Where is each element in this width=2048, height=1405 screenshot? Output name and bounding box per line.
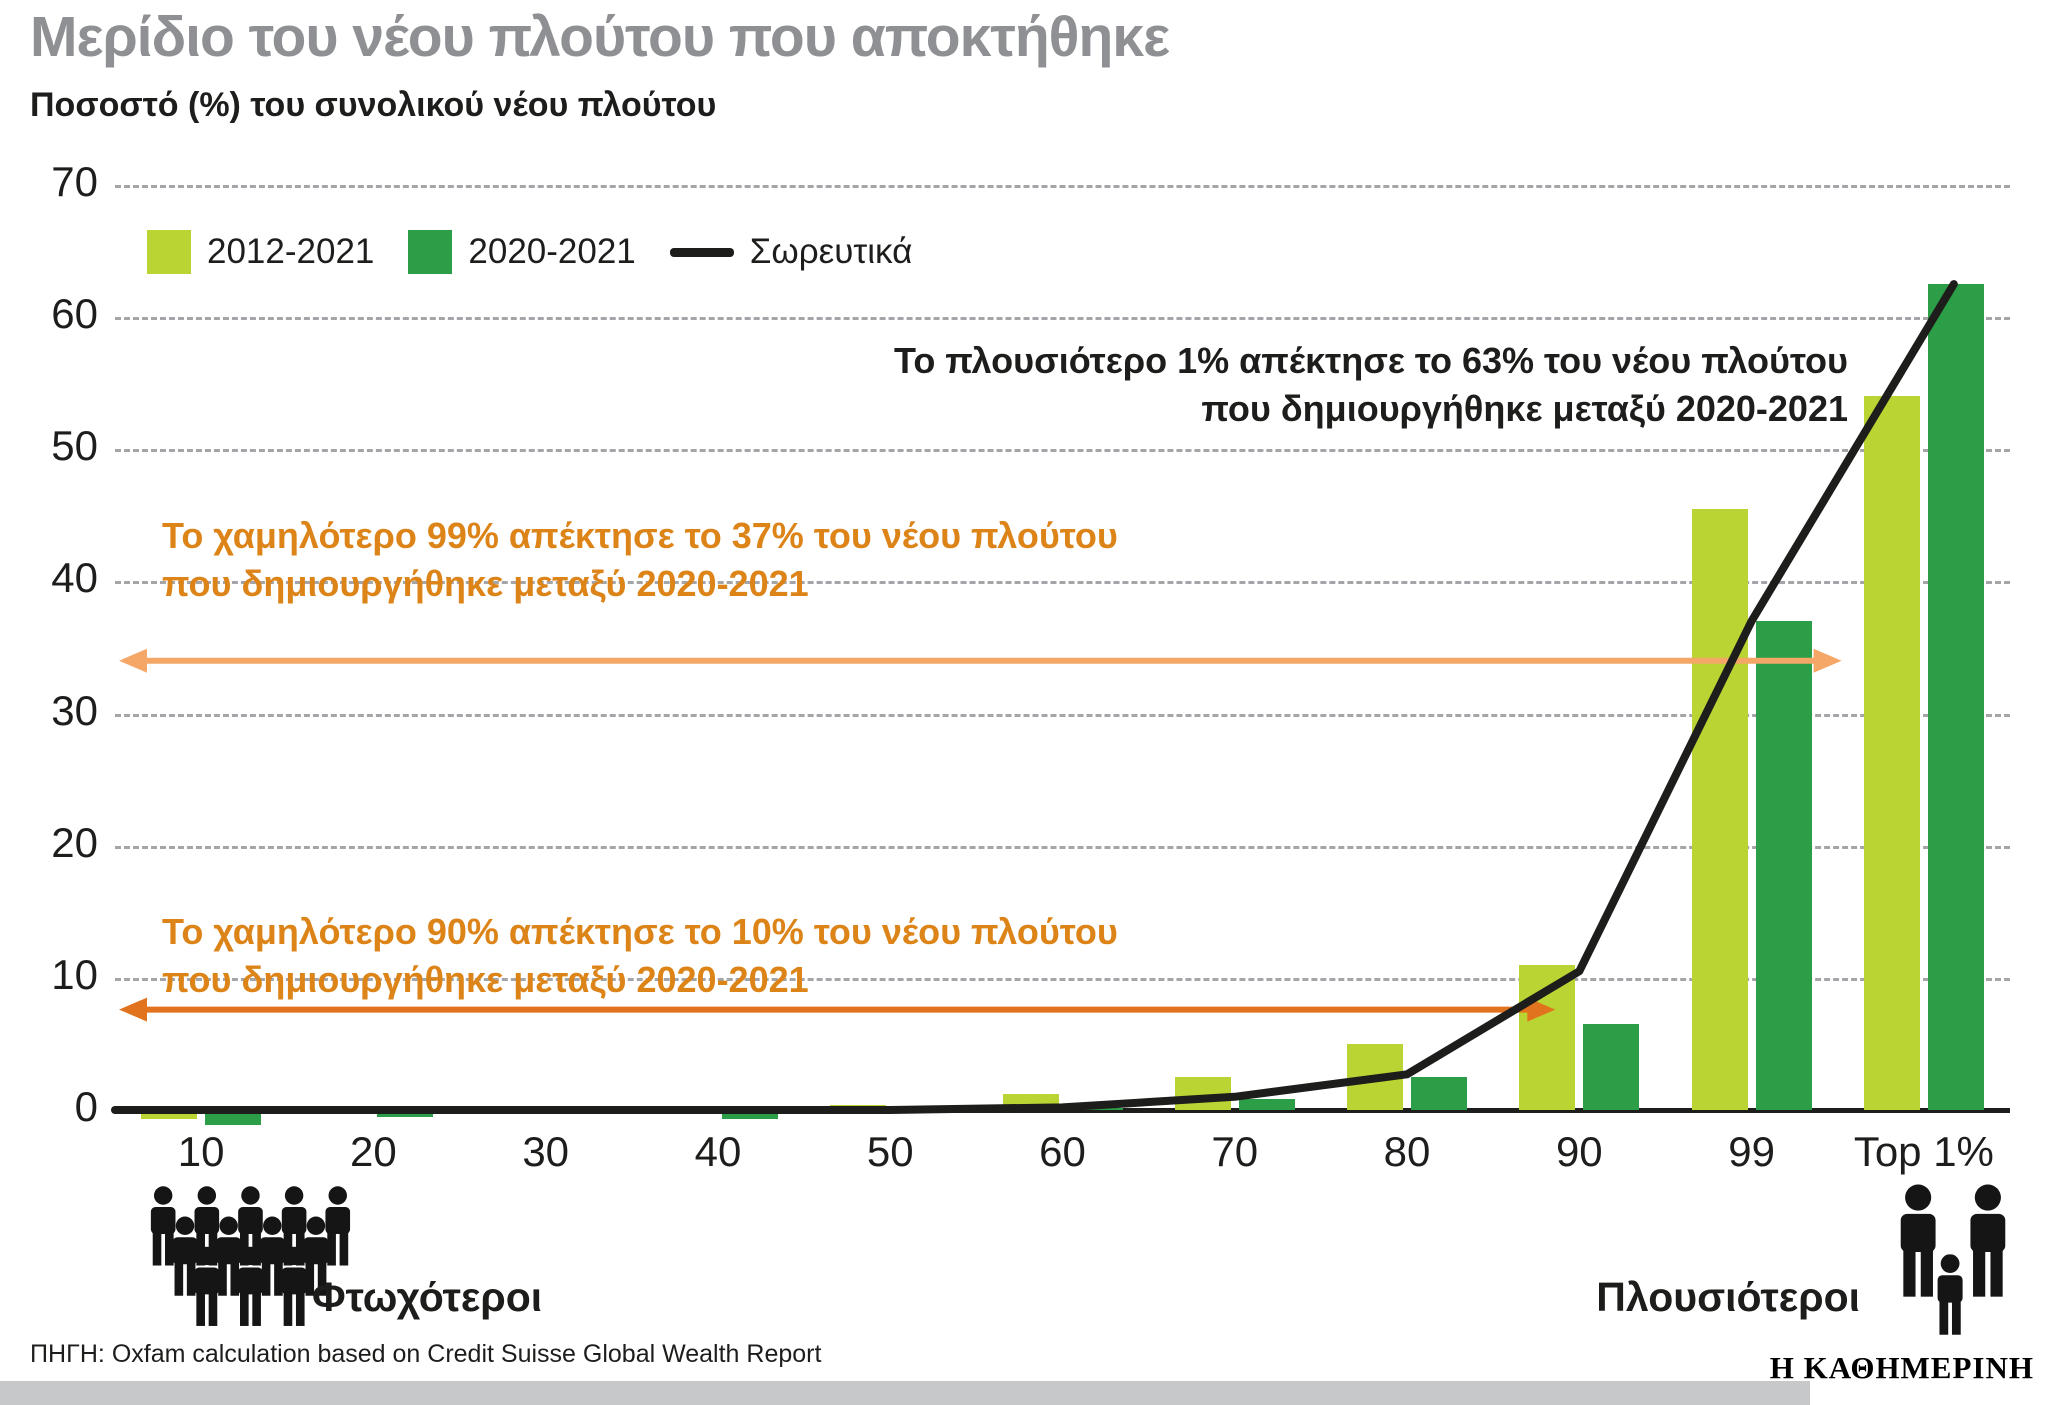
bar-2020-2021-99 bbox=[1755, 621, 1812, 1110]
annotation-bottom90-line1: Το χαμηλότερο 90% απέκτησε το 10% του νέ… bbox=[162, 911, 1118, 952]
chart-subtitle: Ποσοστό (%) του συνολικού νέου πλούτου bbox=[30, 86, 717, 124]
legend-label-cumulative: Σωρευτικά bbox=[749, 232, 913, 271]
annotation-bottom90-line2: που δημιουργήθηκε μεταξύ 2020-2021 bbox=[162, 958, 809, 1000]
x-tick-70: 70 bbox=[1211, 1128, 1259, 1175]
y-tick-20: 20 bbox=[51, 818, 98, 866]
x-tick-20: 20 bbox=[350, 1128, 397, 1175]
annotation-bottom90: Το χαμηλότερο 90% απέκτησε το 10% του νέ… bbox=[162, 908, 1118, 1003]
x-tick-Top 1%: Top 1% bbox=[1853, 1128, 1994, 1175]
x-tick-80: 80 bbox=[1383, 1128, 1431, 1175]
line-and-arrows-layer bbox=[111, 280, 1958, 1114]
bar-2020-2021-80 bbox=[1411, 1076, 1468, 1110]
x-tick-50: 50 bbox=[866, 1128, 914, 1175]
x-tick-40: 40 bbox=[694, 1128, 742, 1175]
x-tick-60: 60 bbox=[1039, 1128, 1086, 1175]
legend-label-2012-2021: 2012-2021 bbox=[207, 232, 375, 271]
annotation-bottom99: Το χαμηλότερο 99% απέκτησε το 37% του νέ… bbox=[162, 512, 1118, 607]
brand-logo: Η ΚΑΘΗΜΕΡΙΝΗ bbox=[1769, 1350, 2034, 1385]
x-tick-90: 90 bbox=[1555, 1128, 1603, 1175]
bar-2012-2021-Top 1% bbox=[1863, 396, 1920, 1110]
y-tick-10: 10 bbox=[51, 950, 98, 998]
annotation-bottom99-line1: Το χαμηλότερο 99% απέκτησε το 37% του νέ… bbox=[162, 515, 1118, 556]
legend: 2012-2021 2020-2021 Σωρευτικά bbox=[147, 230, 946, 274]
chart-title: Μερίδιο του νέου πλούτου που αποκτήθηκε bbox=[30, 5, 1170, 69]
x-tick-99: 99 bbox=[1728, 1128, 1775, 1175]
gridline-20 bbox=[115, 845, 2010, 849]
bar-2020-2021-Top 1% bbox=[1927, 284, 1984, 1110]
bar-2012-2021-10 bbox=[141, 1112, 198, 1119]
legend-label-2020-2021: 2020-2021 bbox=[468, 232, 636, 271]
y-tick-60: 60 bbox=[51, 290, 98, 338]
arrow-bottom-90-icon bbox=[119, 997, 1556, 1022]
y-tick-40: 40 bbox=[51, 554, 98, 602]
legend-swatch-2012-2021 bbox=[147, 230, 191, 274]
poorer-label: Φτωχότεροι bbox=[312, 1274, 543, 1320]
annotation-bottom99-line2: που δημιουργήθηκε μεταξύ 2020-2021 bbox=[162, 562, 809, 604]
source-note: ΠΗΓΗ: Oxfam calculation based on Credit … bbox=[30, 1340, 822, 1368]
gridline-50 bbox=[115, 449, 2010, 453]
legend-swatch-2020-2021 bbox=[408, 230, 453, 274]
bar-2020-2021-90 bbox=[1583, 1024, 1640, 1110]
footer-strip bbox=[0, 1381, 1810, 1405]
x-axis: 10 20 30 40 50 60 70 80 90 99 Top 1% bbox=[115, 1128, 2010, 1188]
gridline-10 bbox=[115, 977, 2010, 981]
y-tick-30: 30 bbox=[51, 686, 98, 734]
cumulative-line bbox=[111, 280, 1958, 1114]
bar-2020-2021-40 bbox=[721, 1112, 778, 1120]
legend-line-swatch-cumulative bbox=[669, 247, 734, 257]
richer-label: Πλουσιότεροι bbox=[1596, 1274, 1860, 1320]
y-tick-0: 0 bbox=[74, 1083, 98, 1130]
gridline-70 bbox=[115, 185, 2010, 188]
x-tick-30: 30 bbox=[522, 1128, 570, 1175]
bar-2020-2021-20 bbox=[377, 1112, 434, 1118]
annotation-top1-line2: που δημιουργήθηκε μεταξύ 2020-2021 bbox=[1201, 387, 1848, 429]
gridline-40 bbox=[115, 581, 2010, 585]
annotation-top1-line1: Το πλουσιότερο 1% απέκτησε το 63% του νέ… bbox=[894, 340, 1848, 381]
bar-2012-2021-99 bbox=[1691, 508, 1748, 1110]
bar-2012-2021-70 bbox=[1174, 1076, 1231, 1110]
bar-2020-2021-10 bbox=[205, 1112, 262, 1126]
bar-2020-2021-70 bbox=[1238, 1099, 1295, 1110]
gridline-60 bbox=[115, 317, 2010, 321]
x-tick-10: 10 bbox=[177, 1128, 225, 1175]
richer-family-icon bbox=[1900, 1184, 2006, 1335]
annotation-top1: Το πλουσιότερο 1% απέκτησε το 63% του νέ… bbox=[894, 337, 1848, 432]
y-tick-70: 70 bbox=[51, 158, 98, 205]
arrow-bottom-99-icon bbox=[119, 648, 1842, 673]
y-axis: 0 10 20 30 40 50 60 70 bbox=[0, 158, 98, 1130]
gridline-30 bbox=[115, 713, 2010, 717]
plot-area bbox=[111, 185, 2010, 1126]
y-tick-50: 50 bbox=[51, 422, 98, 470]
